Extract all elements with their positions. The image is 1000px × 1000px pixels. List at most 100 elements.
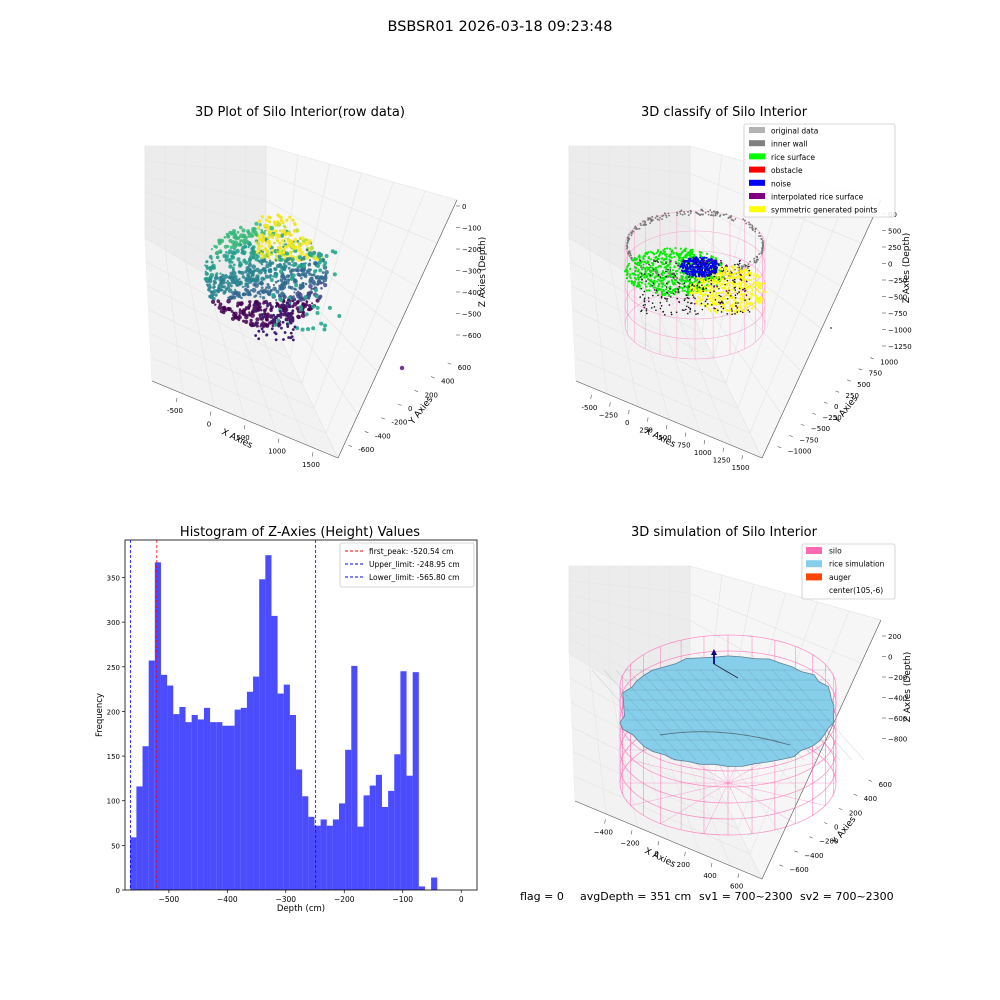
simulation-surface-mesh	[591, 669, 673, 761]
classify-point	[761, 245, 764, 248]
raw-point	[300, 236, 305, 241]
classify-point	[730, 294, 732, 297]
classify-point	[683, 211, 685, 213]
classify-point	[683, 282, 686, 284]
classify-x-tick-mark	[741, 455, 743, 460]
raw-y-tick-label: -400	[375, 432, 391, 440]
classify-point	[673, 277, 675, 280]
classify-point	[649, 264, 652, 268]
raw-point	[287, 261, 291, 266]
raw-point	[278, 250, 283, 254]
classify-point	[748, 223, 751, 226]
classify-point	[715, 268, 717, 271]
classify-point	[657, 294, 659, 297]
classify-point	[684, 308, 687, 311]
classify-point	[728, 269, 731, 272]
classify-point	[653, 288, 656, 291]
classify-point	[760, 238, 763, 241]
raw-point	[284, 245, 288, 249]
classify-point	[743, 292, 747, 296]
raw-point	[289, 276, 294, 281]
classify-point	[680, 269, 683, 272]
simulation-auger	[711, 649, 739, 679]
classify-point	[739, 305, 742, 308]
raw-point	[282, 243, 285, 246]
classify-point	[676, 269, 679, 273]
classify-point	[703, 272, 706, 275]
classify-point	[638, 262, 642, 265]
raw-point	[287, 298, 291, 302]
classify-point	[697, 284, 700, 287]
classify-point	[715, 295, 718, 298]
classify-point	[668, 270, 672, 273]
raw-point	[283, 230, 287, 234]
raw-y-tick-label: 200	[425, 391, 438, 399]
raw-point	[267, 285, 271, 290]
classify-point	[686, 266, 689, 269]
raw-point	[275, 220, 279, 224]
histogram-bar	[339, 803, 346, 890]
classify-x-tick-label: -500	[581, 404, 597, 412]
classify-point	[705, 252, 709, 255]
simulation-y-tick-label: −400	[804, 852, 823, 860]
classify-point	[651, 285, 654, 287]
classify-point	[670, 249, 673, 253]
classify-point	[746, 290, 749, 293]
classify-point	[736, 287, 740, 290]
classify-point	[706, 267, 709, 270]
raw-point	[258, 302, 262, 306]
classify-point	[759, 295, 762, 299]
classify-point	[628, 250, 630, 253]
raw-point	[269, 278, 274, 283]
simulation-surface-fold	[659, 731, 791, 746]
raw-point	[324, 253, 329, 258]
classify-point	[746, 265, 749, 268]
raw-point	[232, 295, 237, 300]
classify-point	[740, 292, 744, 296]
classify-point	[628, 233, 630, 236]
classify-point	[702, 213, 704, 216]
raw-point	[313, 261, 318, 266]
histogram-bar	[302, 796, 309, 890]
simulation-plot-title: 3D simulation of Silo Interior	[631, 525, 818, 540]
classify-point	[645, 308, 648, 310]
histogram-bar	[363, 795, 370, 890]
classify-point	[722, 307, 725, 310]
classify-point	[698, 286, 701, 289]
classify-point	[733, 276, 736, 279]
histogram-bar	[203, 707, 211, 890]
classify-point	[661, 293, 664, 297]
classify-point	[708, 281, 711, 284]
raw-point	[302, 282, 305, 285]
classify-point	[674, 279, 677, 282]
classify-point	[684, 285, 686, 287]
classify-point	[683, 265, 686, 268]
simulation-y-tick-mark	[794, 850, 798, 853]
classify-point	[729, 270, 732, 273]
classify-point	[720, 311, 723, 313]
histogram-bar	[283, 684, 290, 890]
raw-point	[277, 233, 281, 237]
classify-point	[626, 264, 630, 267]
classify-point	[709, 291, 712, 294]
classify-point	[634, 278, 638, 281]
simulation-z-tick-label: 200	[888, 633, 901, 641]
classify-point	[701, 265, 703, 267]
classify-point	[732, 302, 735, 305]
classify-point	[716, 301, 719, 304]
classify-point	[699, 297, 702, 301]
classify-point	[731, 310, 733, 312]
raw-point	[231, 269, 235, 272]
raw-point	[321, 256, 324, 259]
classify-x-label: X Axies	[643, 426, 678, 450]
raw-point	[309, 268, 312, 271]
classify-x-tick-label: −250	[599, 411, 618, 419]
histogram-bar	[191, 715, 198, 890]
classify-point	[663, 266, 666, 269]
classify-point	[681, 289, 684, 292]
classify-x-tick-mark	[722, 447, 724, 452]
classify-point	[743, 290, 746, 293]
raw-point	[304, 262, 307, 265]
raw-point	[242, 252, 246, 256]
